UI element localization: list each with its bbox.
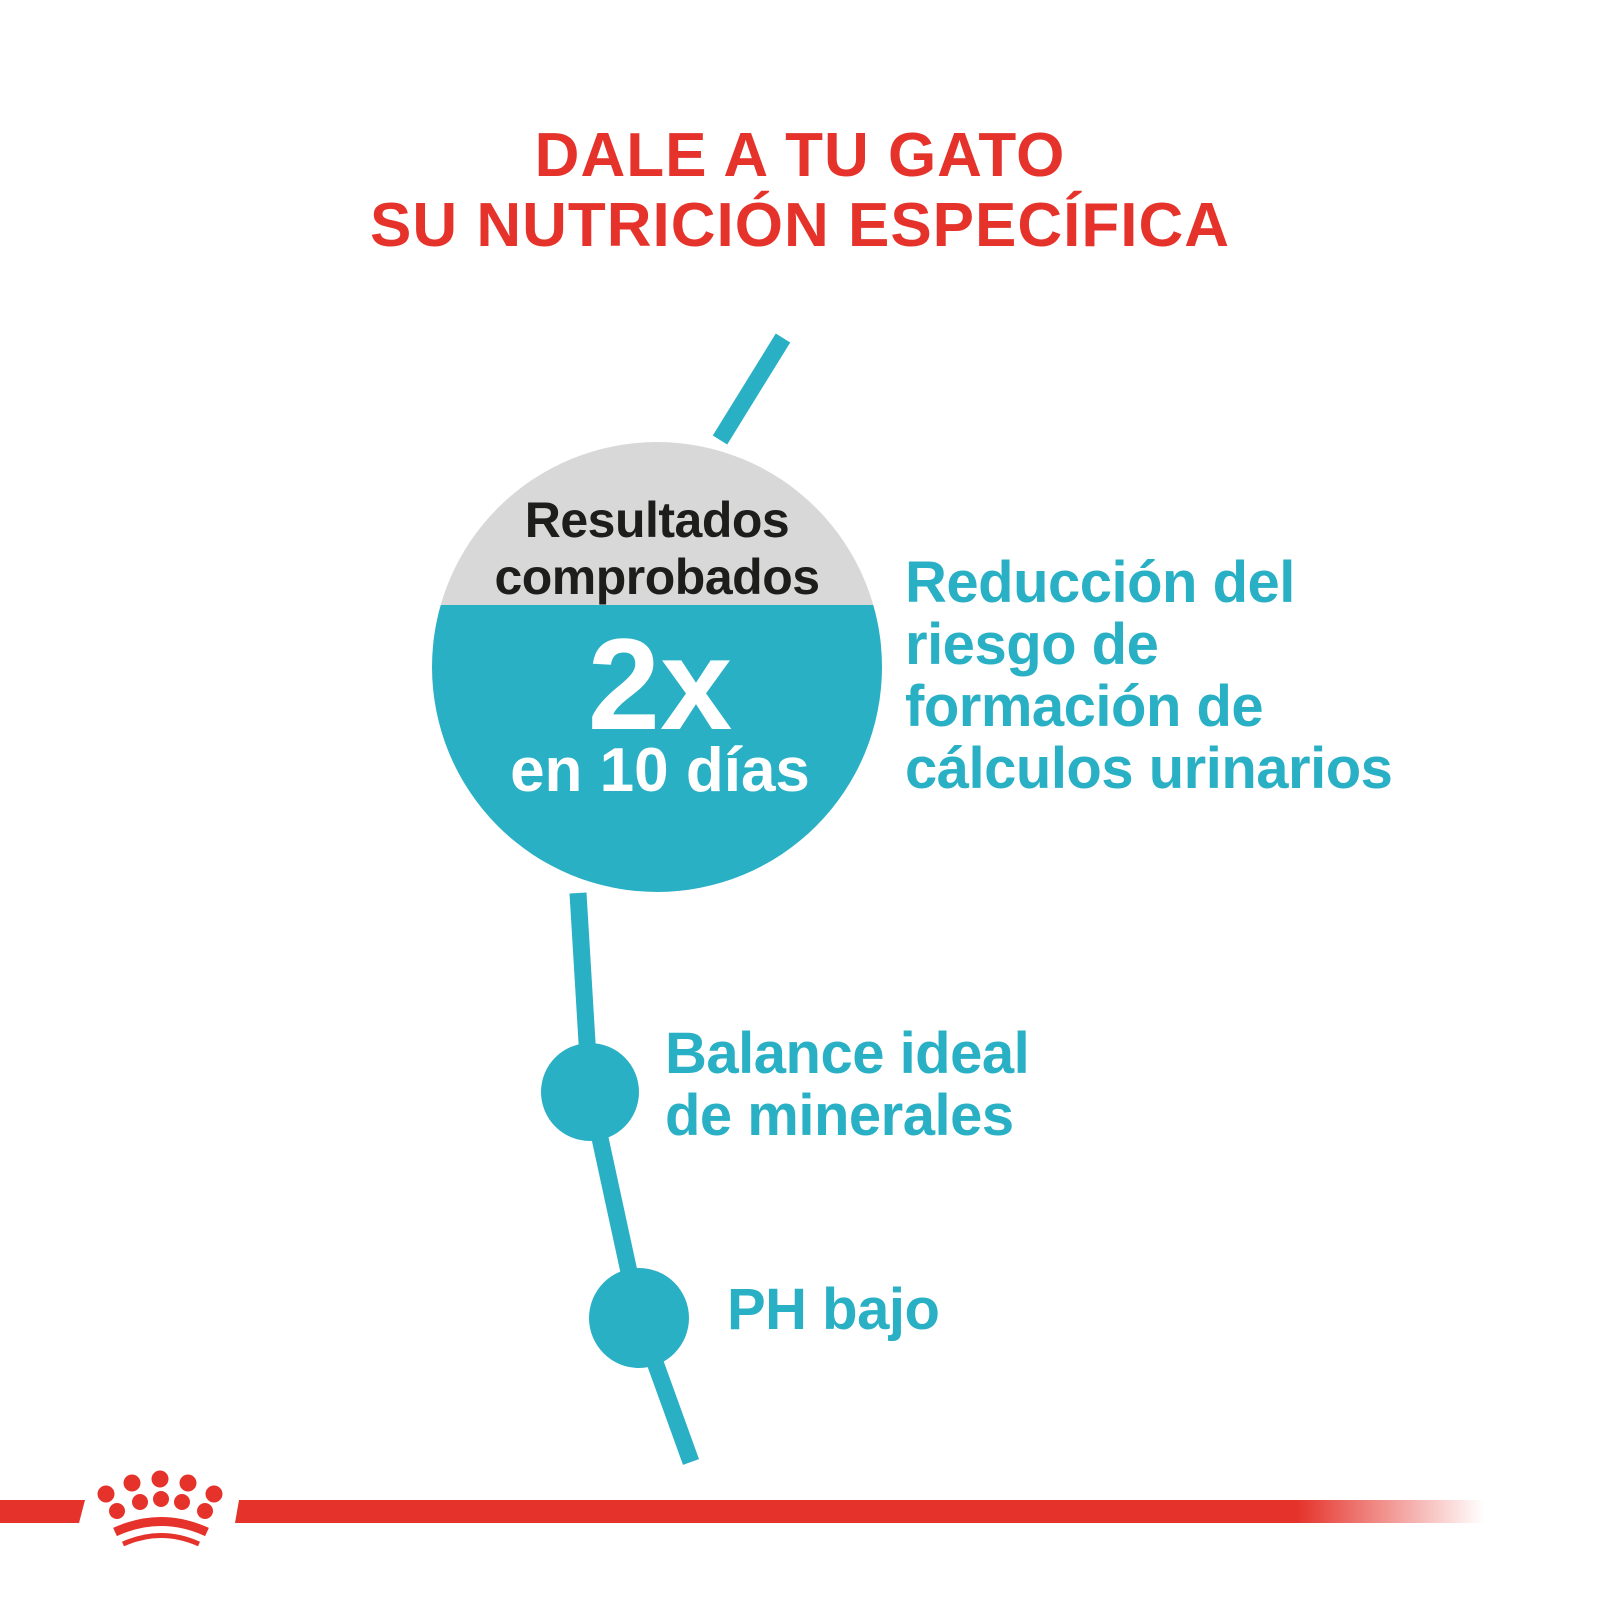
- crown-dot: [132, 1494, 148, 1510]
- crown-dot: [197, 1503, 213, 1519]
- crown-dot: [205, 1485, 223, 1503]
- crown-dot: [153, 1491, 169, 1507]
- timeline-connector-line: [569, 892, 699, 1465]
- badge-heading: Resultados comprobados: [494, 492, 820, 605]
- crown-base-arc-lower: [121, 1533, 201, 1547]
- crown-dot: [97, 1485, 115, 1503]
- main-title: DALE A TU GATO SU NUTRICIÓN ESPECÍFICA: [0, 121, 1600, 261]
- main-title-line-1: DALE A TU GATO: [534, 121, 1066, 190]
- badge-caption: en 10 días: [510, 736, 810, 805]
- timeline-dot-low-ph: [589, 1268, 689, 1368]
- crown-dot: [174, 1494, 190, 1510]
- red-ribbon-right: [235, 1500, 1484, 1523]
- diagonal-tick-line: [712, 333, 791, 445]
- crown-dot: [109, 1503, 125, 1519]
- benefit-label-urinary-stones: Reducción del riesgo de formación de cál…: [905, 550, 1393, 801]
- crown-dot: [123, 1474, 141, 1492]
- crown-base-arc-upper: [113, 1517, 209, 1537]
- red-ribbon-left: [0, 1500, 85, 1523]
- royal-canin-crown-icon: [97, 1470, 223, 1547]
- benefit-label-mineral-balance: Balance ideal de minerales: [665, 1021, 1030, 1148]
- crown-dot: [151, 1470, 169, 1488]
- main-title-line-2: SU NUTRICIÓN ESPECÍFICA: [369, 191, 1231, 260]
- proven-results-badge: [432, 442, 882, 892]
- crown-dot: [179, 1474, 197, 1492]
- benefit-label-low-ph: PH bajo: [727, 1277, 940, 1342]
- badge-value: 2x: [587, 611, 733, 757]
- timeline-dot-mineral-balance: [541, 1043, 639, 1141]
